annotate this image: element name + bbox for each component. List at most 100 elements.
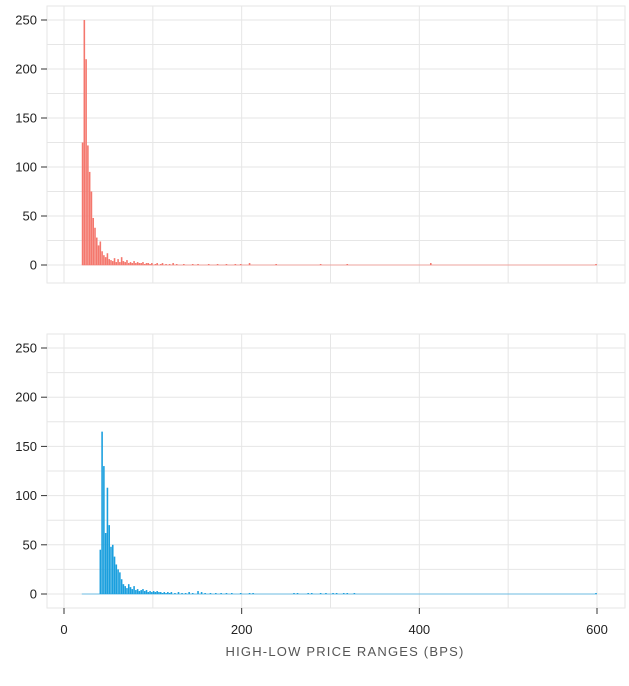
top-histogram-bar <box>149 264 151 265</box>
top-histogram-bar <box>429 263 432 265</box>
top-histogram-bar <box>207 264 210 265</box>
top-histogram-bar <box>120 257 123 265</box>
x-tick-label: 200 <box>231 622 253 637</box>
top-histogram-bar <box>110 260 112 265</box>
top-histogram-bar <box>122 261 125 265</box>
bottom-histogram-bar <box>353 593 356 594</box>
top-histogram-bar <box>168 264 171 265</box>
top-histogram-bar <box>103 255 105 265</box>
bottom-histogram-bar <box>110 546 112 594</box>
bottom-histogram-bar <box>225 593 228 594</box>
top-histogram-bar <box>183 264 185 265</box>
top-histogram-bar <box>248 263 251 265</box>
bottom-histogram-panel: 0 50 100 150 200 250 <box>15 333 626 609</box>
top-histogram-bar <box>175 264 178 265</box>
top-histogram-bar <box>151 263 153 265</box>
bottom-histogram-bar <box>154 592 157 594</box>
top-histogram-bar <box>95 237 98 265</box>
bottom-histogram-bar <box>156 591 158 594</box>
bottom-histogram-bar <box>161 593 164 594</box>
bottom-histogram-bar <box>159 592 162 594</box>
bottom-histogram-bar <box>174 593 176 594</box>
top-y-tick-label: 100 <box>15 160 37 175</box>
bottom-y-tick-label: 200 <box>15 390 37 405</box>
top-histogram-bar <box>108 259 110 265</box>
bottom-histogram-bar <box>138 591 141 594</box>
top-histogram-bar <box>94 227 96 265</box>
top-histogram-bar <box>234 264 237 265</box>
bottom-histogram-bar <box>136 589 139 594</box>
top-histogram-bar <box>135 263 137 265</box>
top-histogram-bar <box>131 263 134 265</box>
bottom-histogram-bar <box>307 593 309 594</box>
bottom-histogram-bar <box>103 466 105 594</box>
bottom-histogram-bar <box>181 593 183 594</box>
top-y-tick-label: 250 <box>15 13 37 28</box>
top-histogram-bar <box>145 263 148 265</box>
bottom-histogram-bar <box>124 586 126 594</box>
bottom-histogram-bar <box>145 590 148 594</box>
bottom-histogram-bar <box>120 579 123 594</box>
bottom-histogram-bar <box>99 549 102 594</box>
bottom-histogram-bar <box>158 592 160 594</box>
x-tick-label: 600 <box>586 622 608 637</box>
bottom-histogram-bar <box>167 592 169 594</box>
top-histogram-bar <box>239 264 242 265</box>
top-histogram-bar <box>83 20 86 265</box>
top-histogram-bar <box>156 263 158 265</box>
bottom-histogram-bar <box>142 589 144 594</box>
bottom-histogram-bar <box>325 593 327 594</box>
bottom-histogram-bar <box>140 590 142 594</box>
top-histogram-bar <box>99 241 102 265</box>
top-histogram-bar <box>129 262 132 265</box>
top-histogram-bar <box>216 264 219 265</box>
top-histogram-bar <box>106 253 109 265</box>
top-histogram-bar <box>154 264 157 265</box>
bottom-histogram-bar <box>346 593 349 594</box>
top-y-tick-label: 200 <box>15 62 37 77</box>
top-histogram-bar <box>225 264 228 265</box>
bottom-histogram-bar <box>293 593 295 594</box>
top-histogram-bar <box>127 263 130 265</box>
top-histogram-bar <box>85 59 87 266</box>
bottom-histogram-bar <box>152 591 155 594</box>
top-histogram-bar <box>140 263 142 265</box>
top-histogram-bar <box>191 264 194 265</box>
top-histogram-bar <box>346 264 349 265</box>
top-histogram-bar <box>136 262 139 265</box>
top-histogram-bar <box>90 191 93 265</box>
bottom-histogram-bar <box>106 487 109 594</box>
bottom-histogram-bar <box>129 587 132 594</box>
top-histogram-bar <box>87 145 89 265</box>
bottom-histogram-bar <box>200 592 203 594</box>
bottom-histogram-bar <box>595 593 597 594</box>
bottom-histogram-bar <box>113 556 116 594</box>
bottom-histogram-bar <box>204 593 206 594</box>
bottom-histogram-bar <box>119 572 121 594</box>
bottom-y-tick-label: 100 <box>15 488 37 503</box>
bottom-y-tick-label: 250 <box>15 341 37 356</box>
bottom-histogram-bar <box>197 591 199 594</box>
top-histogram-bar <box>117 259 119 265</box>
bottom-histogram-bar <box>252 593 254 594</box>
top-histogram-bar <box>126 260 128 265</box>
bottom-histogram-bar <box>108 525 110 594</box>
bottom-histogram-bar <box>131 589 134 594</box>
bottom-y-tick-label: 0 <box>30 587 37 602</box>
top-y-tick-label: 150 <box>15 111 37 126</box>
bottom-histogram-bar <box>177 592 180 594</box>
top-histogram-bar <box>104 257 107 265</box>
bottom-histogram-bar <box>163 592 166 594</box>
top-y-tick-label: 0 <box>30 258 37 273</box>
bottom-histogram-bar <box>188 592 190 594</box>
bottom-histogram-bar <box>184 593 187 594</box>
top-histogram-bar <box>138 263 141 265</box>
bottom-histogram-bar <box>147 592 150 594</box>
bottom-histogram-bar <box>104 532 107 594</box>
top-histogram-bar <box>113 258 116 265</box>
top-histogram-bar <box>115 262 118 265</box>
bottom-histogram-bar <box>332 593 334 594</box>
top-histogram-bar <box>142 262 144 265</box>
top-histogram-bar <box>147 263 150 265</box>
bottom-histogram-bar <box>319 593 322 594</box>
